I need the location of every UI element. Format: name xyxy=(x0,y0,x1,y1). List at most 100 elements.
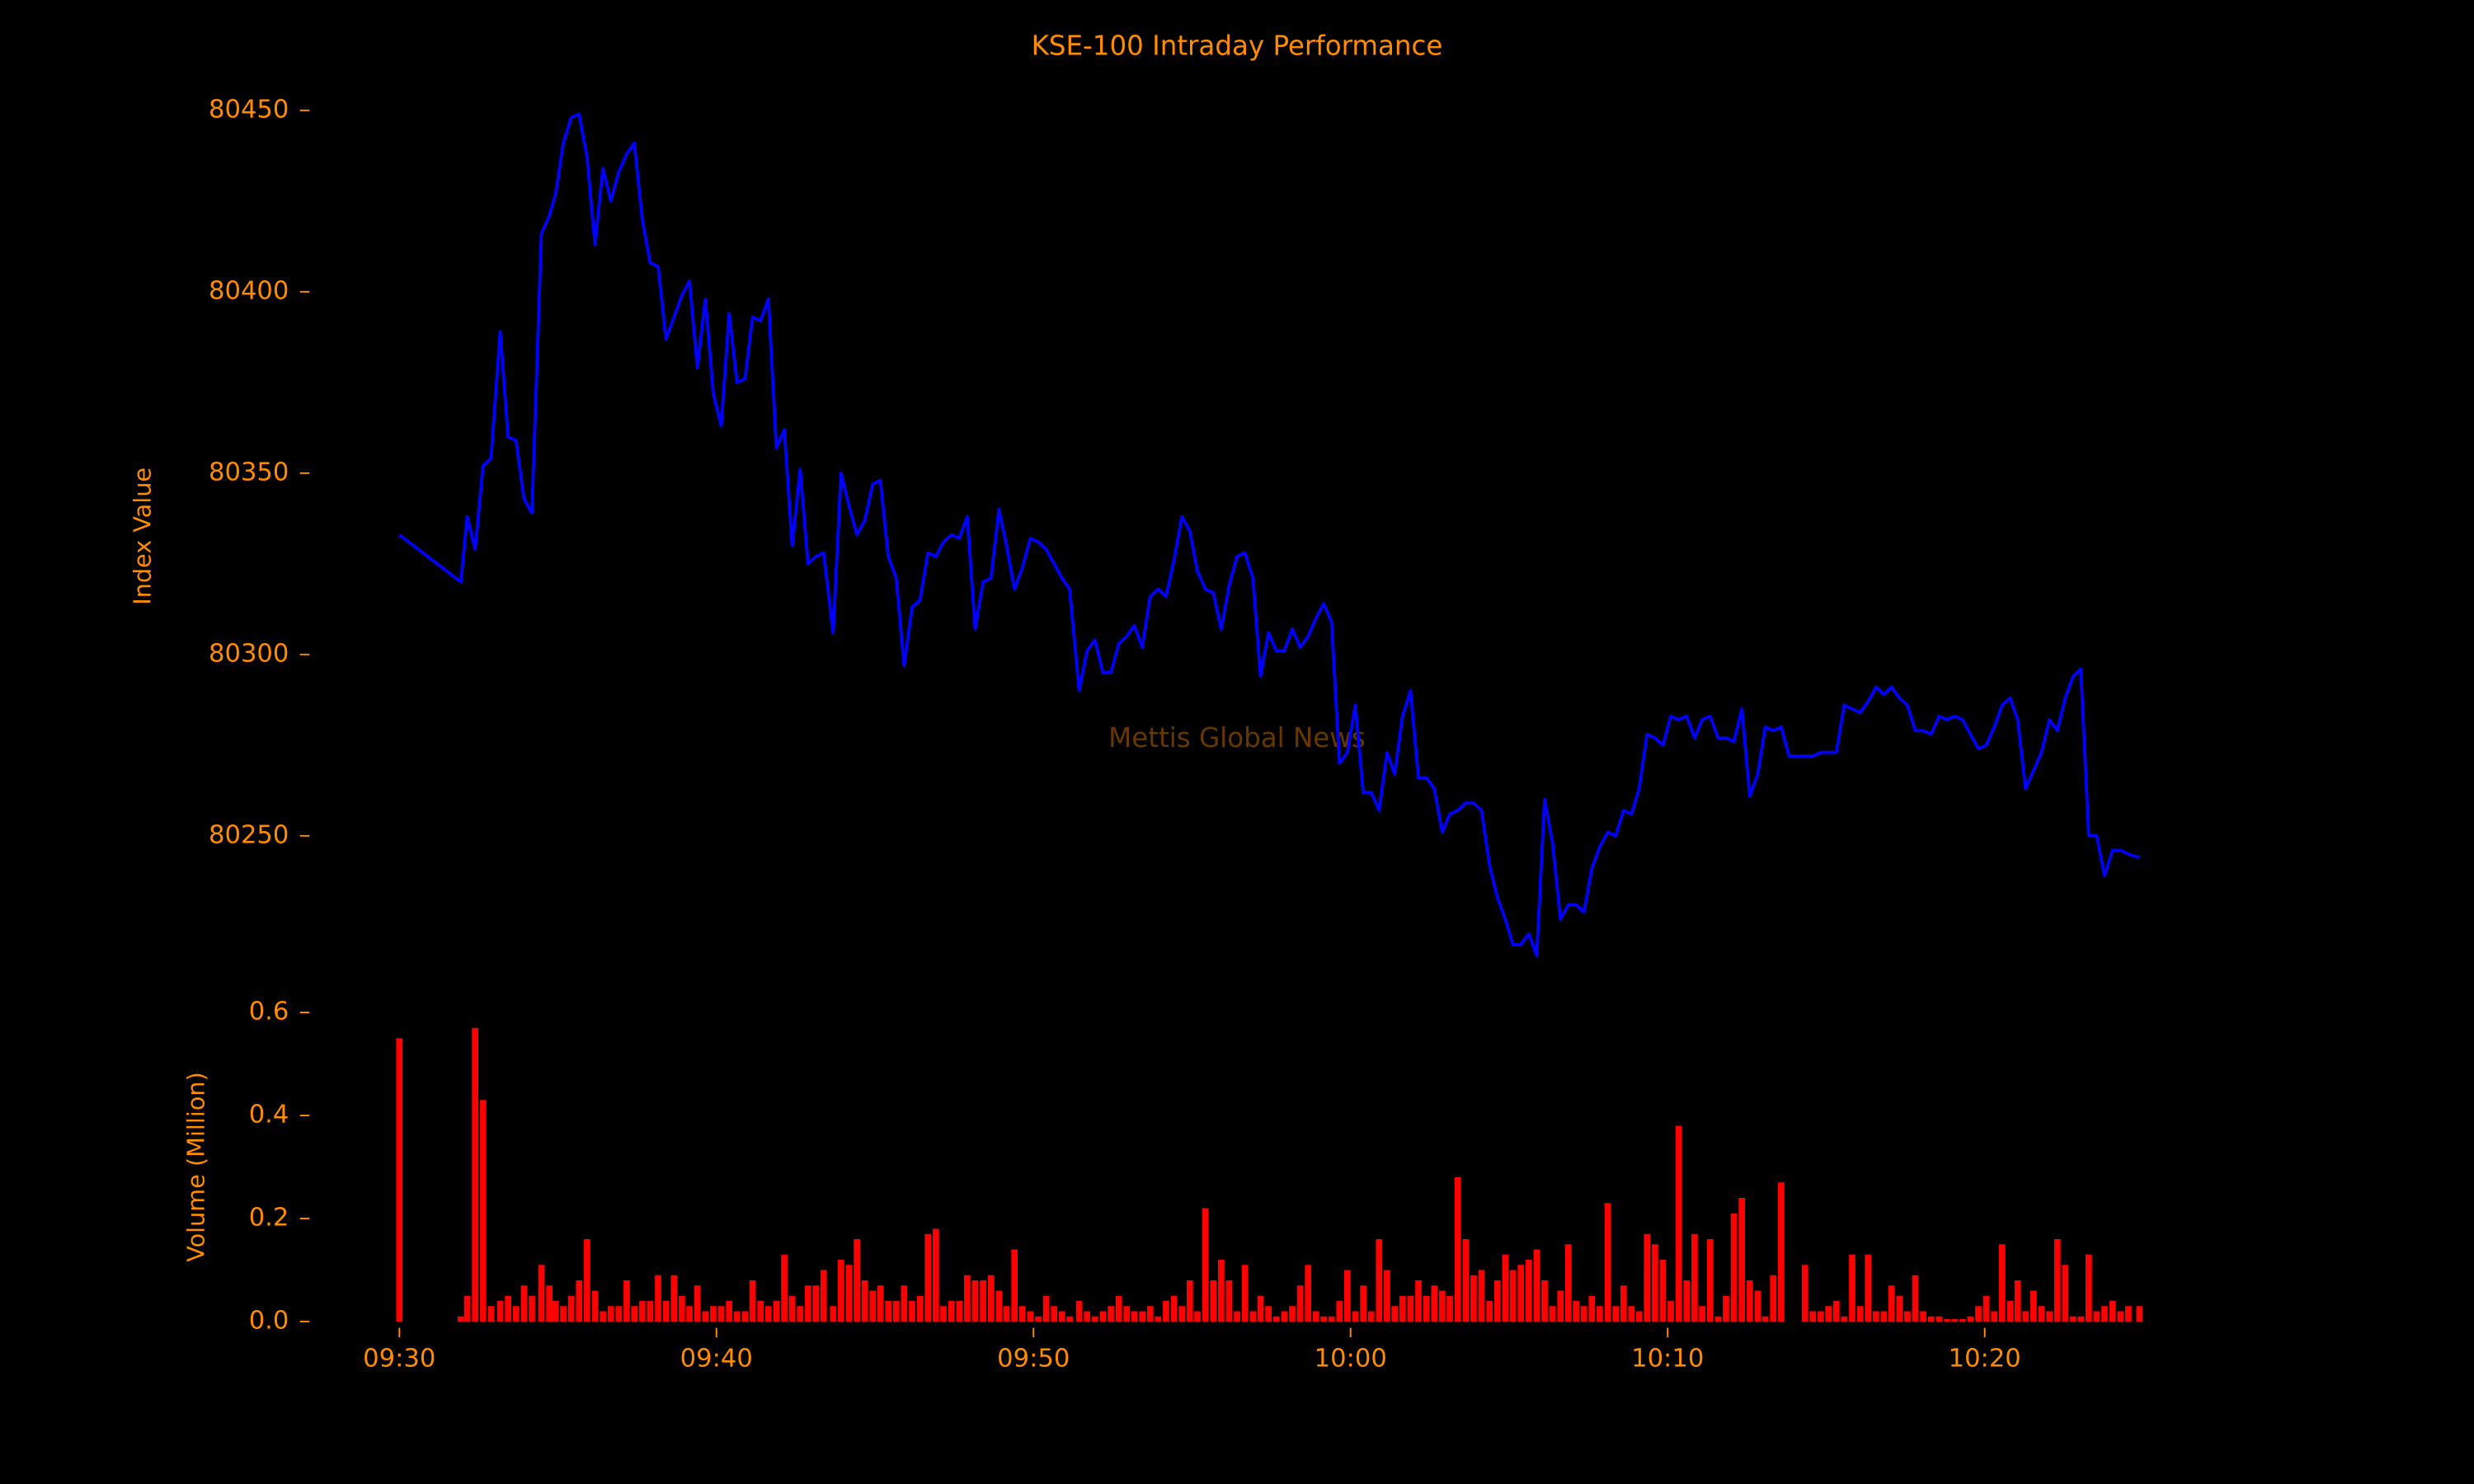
volume-bar xyxy=(1651,1244,1658,1322)
volume-bar xyxy=(1139,1311,1145,1322)
volume-bar xyxy=(1210,1280,1217,1322)
watermark: Mettis Global News xyxy=(1108,722,1366,754)
volume-bar xyxy=(2006,1300,2014,1322)
volume-bar xyxy=(1604,1203,1611,1322)
volume-bar xyxy=(1991,1311,1998,1322)
volume-bar xyxy=(717,1306,725,1322)
volume-bar xyxy=(670,1275,678,1322)
volume-bar xyxy=(1565,1244,1572,1322)
volume-bar xyxy=(1241,1265,1249,1322)
volume-bar xyxy=(576,1280,583,1322)
volume-bar xyxy=(2136,1306,2143,1322)
volume-bar xyxy=(2093,1311,2100,1322)
volume-bar xyxy=(1265,1306,1272,1322)
volume-bar xyxy=(1818,1311,1824,1322)
volume-bar xyxy=(1667,1300,1674,1322)
volume-bar xyxy=(1344,1270,1351,1322)
volume-bar xyxy=(1509,1270,1517,1322)
volume-bar xyxy=(1927,1316,1935,1322)
volume-bar xyxy=(1027,1311,1034,1322)
volume-bar xyxy=(1573,1300,1579,1322)
volume-bar xyxy=(1628,1306,1635,1322)
volume-bar xyxy=(487,1306,495,1322)
volume-bar xyxy=(1967,1316,1974,1322)
volume-bar xyxy=(1635,1311,1643,1322)
volume-bar xyxy=(505,1295,511,1322)
y-tick-label: 80300 xyxy=(209,639,289,668)
volume-bar xyxy=(1186,1280,1193,1322)
volume-bar xyxy=(987,1275,995,1322)
volume-bar xyxy=(1904,1311,1911,1322)
volume-bar xyxy=(812,1285,819,1322)
y-tick-label: 80250 xyxy=(209,820,289,849)
volume-bar xyxy=(552,1300,559,1322)
volume-bar xyxy=(781,1254,788,1322)
volume-bar xyxy=(1738,1198,1746,1322)
volume-bar xyxy=(662,1300,670,1322)
volume-bar xyxy=(1454,1177,1461,1322)
volume-bar xyxy=(1018,1306,1026,1322)
volume-bar xyxy=(1257,1295,1264,1322)
volume-bar xyxy=(1612,1306,1619,1322)
volume-bar xyxy=(854,1238,860,1322)
volume-bar xyxy=(869,1290,877,1322)
y-tick-label: 0.4 xyxy=(249,1101,289,1129)
y-tick-label: 0.6 xyxy=(249,998,289,1026)
volume-bar xyxy=(1075,1300,1083,1322)
y-tick-label: 80400 xyxy=(209,276,289,305)
volume-bar xyxy=(1336,1300,1343,1322)
volume-bar xyxy=(1691,1233,1698,1322)
volume-bar xyxy=(1959,1318,1966,1322)
volume-bar xyxy=(733,1311,741,1322)
volume-bar xyxy=(1249,1311,1257,1322)
volume-bar xyxy=(655,1275,661,1322)
y-tick-label: 0.0 xyxy=(249,1306,289,1335)
volume-bar xyxy=(1644,1233,1651,1322)
volume-bar xyxy=(702,1311,709,1322)
volume-bar xyxy=(1951,1318,1959,1322)
volume-bar xyxy=(1849,1254,1856,1322)
volume-bar xyxy=(971,1280,979,1322)
volume-bar xyxy=(1841,1316,1848,1322)
volume-bar xyxy=(924,1233,932,1322)
volume-bar xyxy=(1312,1311,1319,1322)
volume-bar xyxy=(1588,1295,1596,1322)
volume-bar xyxy=(615,1306,623,1322)
volume-bar xyxy=(512,1306,520,1322)
volume-bar xyxy=(1051,1306,1058,1322)
volume-bar xyxy=(1391,1306,1399,1322)
volume-bar xyxy=(1234,1311,1240,1322)
volume-bar xyxy=(591,1290,599,1322)
volume-bar xyxy=(1320,1316,1327,1322)
y-axis-label: Volume (Million) xyxy=(181,1072,209,1262)
x-tick-label: 10:20 xyxy=(1949,1344,2021,1373)
volume-bar xyxy=(1699,1306,1705,1322)
volume-bar xyxy=(1754,1290,1761,1322)
volume-bar xyxy=(694,1285,701,1322)
volume-bar xyxy=(1431,1285,1438,1322)
volume-bar xyxy=(1541,1280,1548,1322)
volume-bar xyxy=(479,1100,487,1322)
volume-bar xyxy=(1557,1290,1564,1322)
volume-bar xyxy=(1730,1213,1738,1322)
volume-bar xyxy=(1146,1306,1154,1322)
volume-bar xyxy=(1856,1306,1864,1322)
volume-bar xyxy=(647,1300,654,1322)
volume-bar xyxy=(1438,1290,1446,1322)
volume-bar xyxy=(741,1311,749,1322)
volume-bar xyxy=(538,1265,545,1322)
volume-bar xyxy=(1170,1295,1178,1322)
volume-bar xyxy=(1123,1306,1131,1322)
volume-bar xyxy=(1580,1306,1587,1322)
volume-bar xyxy=(830,1306,837,1322)
volume-bar xyxy=(916,1295,924,1322)
x-tick-label: 09:50 xyxy=(997,1344,1070,1373)
volume-bar xyxy=(1770,1275,1777,1322)
volume-bar xyxy=(1360,1285,1366,1322)
volume-bar xyxy=(546,1285,553,1322)
y-tick-label: 80350 xyxy=(209,458,289,486)
volume-bar xyxy=(1723,1295,1729,1322)
volume-bar xyxy=(1066,1316,1073,1322)
volume-bar xyxy=(584,1238,590,1322)
